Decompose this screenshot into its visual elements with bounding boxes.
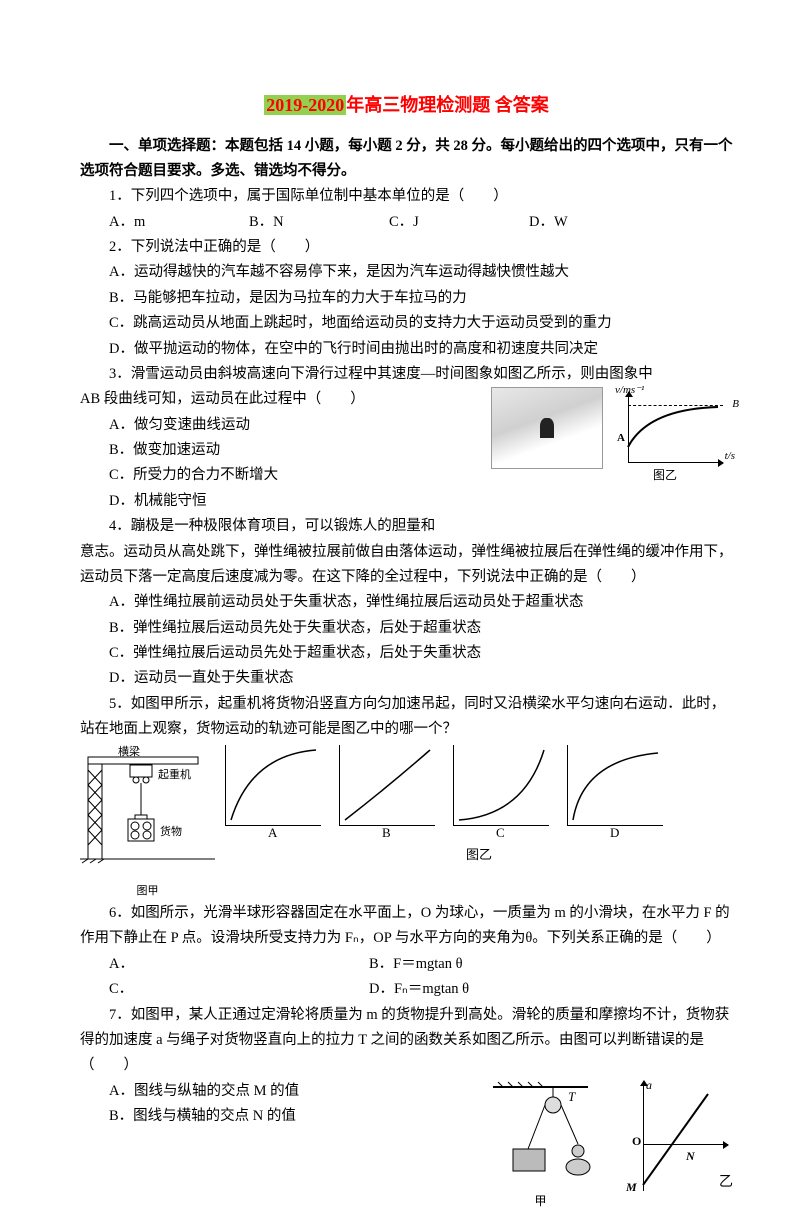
section-1-heading: 一、单项选择题：本题包括 14 小题，每小题 2 分，共 28 分。每小题给出的… [80, 134, 733, 185]
q6-opt-d: D．Fₙ＝mgtan θ [340, 977, 469, 1002]
graph-yi-label: 乙 [719, 1171, 733, 1196]
vt-point-a: A [617, 429, 625, 448]
q7-stem: 7．如图甲，某人正通过定滑轮将质量为 m 的货物提升到高处。滑轮的质量和摩擦均不… [80, 1003, 733, 1079]
traj-d: D [567, 745, 663, 826]
vt-xlabel: t/s [725, 447, 735, 466]
trajectory-row: A B C D [225, 745, 733, 826]
skier-icon [491, 387, 603, 469]
crane-icon: 横梁 起重机 货物 [80, 745, 215, 875]
traj-d-label: D [610, 822, 619, 845]
q6-row1: A． B．F＝mgtan θ [80, 952, 733, 977]
graph-o-label: O [632, 1131, 641, 1152]
q4-opt-c: C．弹性绳拉展后运动员先处于超重状态，后处于失重状态 [80, 641, 733, 666]
vt-caption: 图乙 [653, 465, 677, 486]
q4-stem-a: 4．蹦极是一种极限体育项目，可以锻炼人的胆量和 [80, 514, 733, 539]
q2-opt-c: C．跳高运动员从地面上跳起时，地面给运动员的支持力大于运动员受到的重力 [80, 311, 733, 336]
a-t-graph: a O N M 乙 [608, 1079, 733, 1199]
q6-opt-a: A． [80, 952, 340, 977]
pulley-icon: T [483, 1079, 598, 1184]
title-rest: 年高三物理检测题 含答案 [346, 95, 549, 115]
q1-options: A．m B．N C．J D．W [80, 210, 733, 235]
q5-stem: 5．如图甲所示，起重机将货物沿竖直方向匀加速吊起，同时又沿横梁水平匀速向右运动．… [80, 692, 733, 743]
q4-stem-b: 意志。运动员从高处跳下，弹性绳被拉展前做自由落体运动，弹性绳被拉展后在弹性绳的缓… [80, 540, 733, 591]
crane-machine-label: 起重机 [158, 767, 191, 781]
q1-opt-b: B．N [220, 210, 360, 235]
q1-opt-d: D．W [500, 210, 640, 235]
q6-opt-b: B．F＝mgtan θ [340, 952, 463, 977]
pulley-figure: T 甲 [483, 1079, 598, 1199]
traj-c-label: C [496, 822, 505, 845]
pulley-caption: 甲 [483, 1191, 598, 1212]
traj-a: A [225, 745, 321, 826]
crane-beam-label: 横梁 [118, 745, 140, 758]
q2-opt-b: B．马能够把车拉动，是因为马拉车的力大于车拉马的力 [80, 286, 733, 311]
q4-opt-d: D．运动员一直处于失重状态 [80, 666, 733, 691]
crane-caption: 图甲 [80, 882, 215, 901]
q2-opt-d: D．做平抛运动的物体，在空中的飞行时间由抛出时的高度和初速度共同决定 [80, 337, 733, 362]
q6-stem: 6．如图所示，光滑半球形容器固定在水平面上，O 为球心，一质量为 m 的小滑块，… [80, 901, 733, 952]
q3-opt-d: D．机械能守恒 [80, 489, 733, 514]
q1-opt-a: A．m [80, 210, 220, 235]
q2-opt-a: A．运动得越快的汽车越不容易停下来，是因为汽车运动得越快惯性越大 [80, 260, 733, 285]
q1-opt-c: C．J [360, 210, 500, 235]
q3-graph: v/ms⁻¹ A B t/s 图乙 [613, 387, 733, 482]
graph-n-label: N [686, 1146, 695, 1167]
graph-m-label: M [626, 1177, 637, 1198]
vt-point-b: B [732, 395, 739, 414]
q1-stem: 1．下列四个选项中，属于国际单位制中基本单位的是（ ） [80, 184, 733, 209]
traj-a-label: A [268, 822, 277, 845]
crane-cargo-label: 货物 [160, 824, 182, 838]
traj-c: C [453, 745, 549, 826]
traj-caption: 图乙 [225, 844, 733, 867]
q4-opt-b: B．弹性绳拉展后运动员先处于失重状态，后处于超重状态 [80, 616, 733, 641]
q6-row2: C． D．Fₙ＝mgtan θ [80, 977, 733, 1002]
svg-text:T: T [568, 1089, 576, 1104]
page-title: 2019-2020年高三物理检测题 含答案 [80, 90, 733, 122]
q2-stem: 2．下列说法中正确的是（ ） [80, 235, 733, 260]
traj-b-label: B [382, 822, 391, 845]
q7-figures: T 甲 a O N M 乙 [483, 1079, 733, 1199]
q4-opt-a: A．弹性绳拉展前运动员处于失重状态，弹性绳拉展后运动员处于超重状态 [80, 590, 733, 615]
q6-opt-c: C． [80, 977, 340, 1002]
traj-b: B [339, 745, 435, 826]
graph-a-label: a [646, 1075, 652, 1096]
title-highlight: 2019-2020 [264, 95, 346, 115]
crane-figure: 横梁 起重机 货物 图甲 [80, 745, 215, 902]
q3-photo [491, 387, 603, 469]
vt-ylabel: v/ms⁻¹ [615, 381, 644, 400]
